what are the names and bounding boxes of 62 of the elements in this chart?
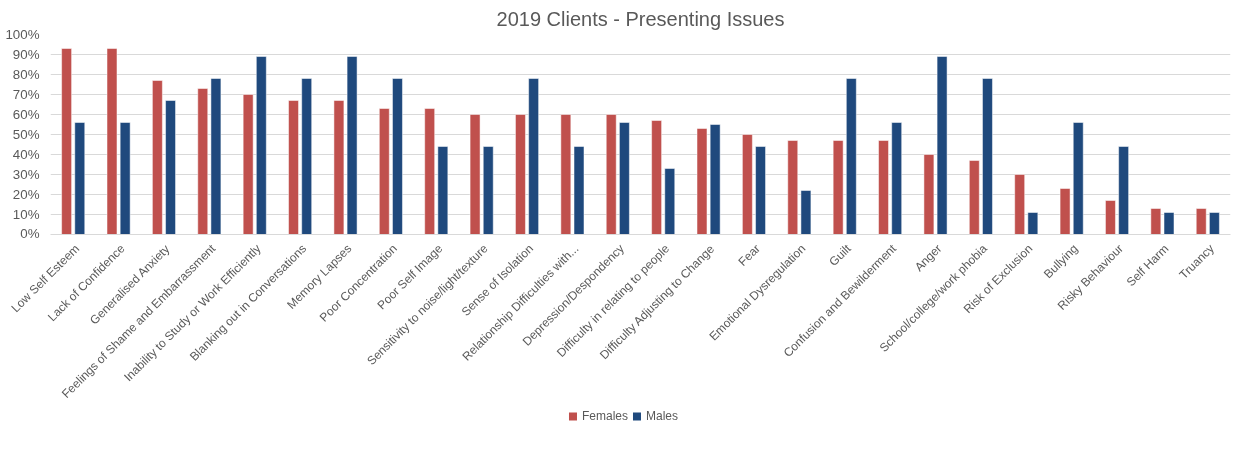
chart-title: 2019 Clients - Presenting Issues bbox=[496, 7, 785, 30]
bar bbox=[392, 78, 403, 235]
bar bbox=[379, 108, 390, 235]
bar bbox=[424, 108, 435, 235]
y-tick-label: 20% bbox=[12, 187, 40, 202]
bar bbox=[696, 128, 708, 235]
bar bbox=[832, 140, 844, 235]
y-tick-label: 80% bbox=[12, 67, 40, 82]
bar bbox=[1209, 212, 1220, 235]
y-tick-label: 100% bbox=[5, 27, 40, 42]
bar bbox=[1195, 208, 1207, 235]
y-tick-label: 0% bbox=[20, 225, 40, 241]
bar bbox=[1118, 146, 1129, 235]
bar bbox=[755, 146, 766, 235]
bar bbox=[165, 100, 176, 235]
legend-label: Males bbox=[646, 409, 679, 423]
bar bbox=[573, 146, 585, 235]
bar bbox=[437, 146, 449, 235]
bar bbox=[969, 160, 980, 235]
bar bbox=[256, 56, 267, 235]
bar bbox=[1163, 212, 1175, 235]
bar bbox=[878, 140, 889, 235]
bar bbox=[891, 122, 902, 235]
bar bbox=[1027, 212, 1039, 235]
bar bbox=[1150, 208, 1162, 235]
bar bbox=[619, 122, 630, 235]
bar bbox=[528, 78, 539, 235]
y-tick-label: 10% bbox=[12, 207, 40, 222]
bar bbox=[106, 48, 118, 235]
bar bbox=[515, 114, 526, 235]
bar bbox=[74, 122, 86, 235]
bar bbox=[800, 190, 812, 235]
bar bbox=[288, 100, 299, 235]
bar bbox=[742, 134, 753, 235]
bar bbox=[664, 168, 676, 235]
bar bbox=[301, 78, 312, 235]
bar bbox=[709, 124, 721, 235]
bar bbox=[846, 78, 857, 235]
y-tick-label: 50% bbox=[12, 127, 40, 142]
bar bbox=[1059, 188, 1071, 235]
bar bbox=[152, 80, 163, 235]
y-tick-label: 40% bbox=[12, 147, 40, 162]
bar bbox=[210, 78, 222, 235]
bar bbox=[605, 114, 617, 235]
bar bbox=[787, 140, 799, 235]
y-tick-label: 90% bbox=[12, 47, 40, 62]
legend-label: Females bbox=[581, 409, 628, 423]
y-tick-label: 30% bbox=[12, 167, 40, 182]
bar bbox=[651, 120, 662, 235]
bar bbox=[197, 88, 209, 235]
bar bbox=[61, 48, 72, 235]
bar bbox=[119, 122, 131, 235]
bar bbox=[242, 94, 254, 235]
bar bbox=[1072, 122, 1084, 235]
bar bbox=[982, 78, 993, 235]
bar bbox=[482, 146, 494, 235]
bar bbox=[1014, 174, 1025, 235]
bar bbox=[469, 114, 481, 235]
bar bbox=[1105, 200, 1116, 235]
y-tick-label: 70% bbox=[12, 87, 40, 102]
y-tick-label: 60% bbox=[12, 107, 40, 122]
bar bbox=[560, 114, 572, 235]
